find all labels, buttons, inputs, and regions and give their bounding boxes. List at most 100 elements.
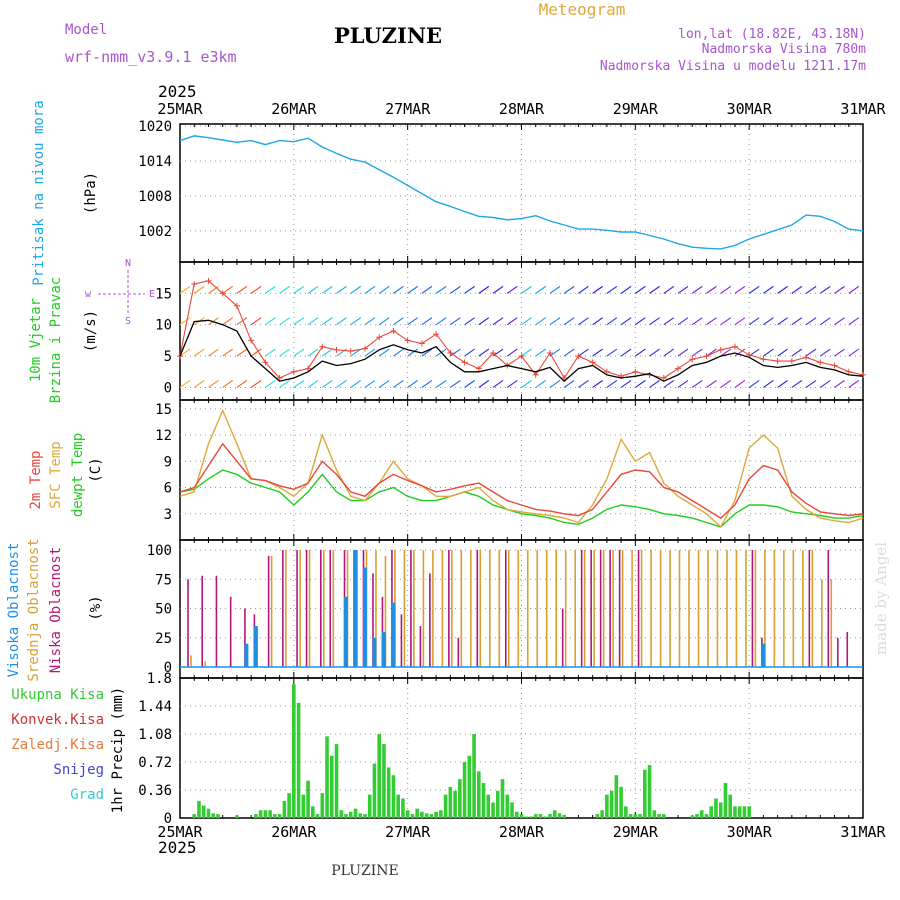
wind-arrow xyxy=(364,285,376,294)
wind-arrow xyxy=(435,285,447,294)
wind-arrow xyxy=(663,317,675,326)
precip-total-bar xyxy=(562,814,566,818)
wind-arrow xyxy=(492,285,504,294)
y-tick-label: 0 xyxy=(164,660,172,676)
wind-arrow xyxy=(193,348,205,357)
wind-arrow xyxy=(378,380,390,388)
wind-arrow xyxy=(834,285,845,294)
wind-arrow xyxy=(549,285,561,294)
wind-arrow xyxy=(791,317,803,326)
wind-arrow xyxy=(492,380,504,388)
pressure-panel: Pritisak na nivou mora (hPa) 1020 1014 100… xyxy=(31,100,864,286)
wind-arrow xyxy=(677,317,689,326)
wind-arrow xyxy=(649,317,660,326)
y-tick-label: 1.08 xyxy=(138,727,172,743)
wind-arrow xyxy=(620,285,632,294)
precip-total-bar xyxy=(595,814,600,818)
wind-arrow xyxy=(407,380,418,388)
y-tick-label: 12 xyxy=(155,428,172,444)
wind-gust-marker xyxy=(418,340,425,347)
legend-frozen: Zaledj.Kisa xyxy=(11,737,104,753)
wind-gust-marker xyxy=(461,359,468,366)
y-tick-label: 6 xyxy=(164,481,172,497)
wind-arrow xyxy=(834,317,845,326)
precip-total-bar xyxy=(339,810,344,818)
wind-arrow xyxy=(748,317,760,326)
wind-arrow xyxy=(478,380,490,388)
cloud-high-bar xyxy=(253,626,258,667)
wind-gust-marker xyxy=(433,331,440,338)
wind-arrow xyxy=(563,317,575,326)
date-label-top: 27MAR xyxy=(385,100,431,118)
wind-arrow xyxy=(250,348,262,357)
wind-arrow xyxy=(592,380,603,388)
precip-total-bar xyxy=(747,806,751,818)
wind-arrow xyxy=(265,285,276,294)
precip-total-bar xyxy=(699,810,704,818)
precip-total-bar xyxy=(481,783,486,818)
wind-arrow xyxy=(720,317,732,326)
y-tick-label: 75 xyxy=(155,572,172,588)
temp-unit: (C) xyxy=(88,457,104,482)
wind-gust-marker xyxy=(319,343,326,350)
wind-arrow xyxy=(592,348,603,357)
wind-arrow xyxy=(521,380,532,388)
wind-arrow xyxy=(450,317,461,326)
wind-arrow xyxy=(407,348,418,357)
precip-total-bar xyxy=(363,814,367,818)
wind-arrow xyxy=(222,380,234,388)
wind-gust-marker xyxy=(575,353,582,360)
precip-total-bar xyxy=(486,794,491,818)
temp-ylabel-dew: dewpt Temp xyxy=(70,433,86,517)
precip-total-bar xyxy=(723,783,728,818)
precip-total-bar xyxy=(495,790,500,818)
precip-total-bar xyxy=(609,790,614,818)
wind-arrow xyxy=(691,317,703,326)
wind-arrow xyxy=(393,317,404,326)
model-elevation-label: Nadmorska Visina u modelu 1211.17m xyxy=(600,59,866,74)
wind-arrow xyxy=(393,380,404,388)
precip-total-bar xyxy=(510,802,514,818)
wind-arrow xyxy=(250,285,262,294)
wind-arrow xyxy=(535,348,547,357)
wind-arrow xyxy=(706,317,717,326)
wind-arrow xyxy=(563,285,575,294)
wind-arrow xyxy=(193,285,205,294)
wind-arrow xyxy=(734,285,746,294)
wind-arrow xyxy=(279,348,290,357)
wind-arrow xyxy=(805,348,817,357)
wind-arrow xyxy=(378,317,390,326)
y-tick-label: 1008 xyxy=(138,189,172,205)
y-tick-label: 5 xyxy=(164,349,172,365)
cloud-high-bar xyxy=(761,643,766,667)
precip-total-bar xyxy=(277,814,282,818)
wind-arrow xyxy=(763,317,774,326)
wind-arrow xyxy=(706,285,717,294)
wind-arrow xyxy=(364,380,376,388)
wind-arrow xyxy=(364,317,376,326)
wind-arrow xyxy=(179,285,191,294)
precip-total-bar xyxy=(709,806,714,818)
date-label-top: 25MAR xyxy=(157,100,203,118)
compass-s: S xyxy=(125,316,131,327)
precip-total-bar xyxy=(529,816,533,818)
wind-arrow xyxy=(293,285,305,294)
compass-e: E xyxy=(149,289,155,300)
wind-arrow xyxy=(307,380,319,388)
wind-arrow xyxy=(378,285,390,294)
precip-total-bar xyxy=(211,813,216,818)
wind-arrow xyxy=(763,380,774,388)
compass-w: w xyxy=(85,289,92,300)
wind-arrow xyxy=(663,380,675,388)
wind-arrow xyxy=(478,348,490,357)
wind-arrow xyxy=(478,317,490,326)
wind-arrow xyxy=(805,285,817,294)
wind-arrow xyxy=(236,317,248,326)
wind-ylabel-main: 10m Vjetar xyxy=(28,298,44,382)
wind-gust-marker xyxy=(390,328,397,334)
date-label-bottom: 31MAR xyxy=(840,823,886,841)
wind-gust-marker xyxy=(589,359,596,366)
wind-gust-marker xyxy=(376,334,383,341)
wind-arrow xyxy=(777,285,788,294)
precip-total-bar xyxy=(420,811,424,818)
